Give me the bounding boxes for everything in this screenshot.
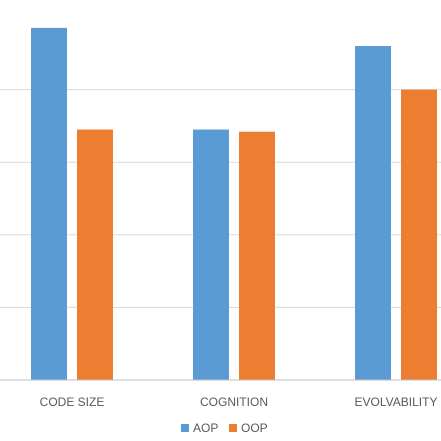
bar-aop-evolvability (355, 46, 391, 380)
x-tick-labels: CODE SIZE COGNITION EVOLVABILITY (40, 395, 438, 409)
legend: AOP OOP (181, 421, 268, 435)
legend-swatch-aop (181, 424, 189, 432)
bar-oop-evolvability (401, 89, 437, 380)
bar-aop-cognition (193, 129, 229, 380)
bar-oop-code-size (77, 129, 113, 380)
x-tick-label: EVOLVABILITY (355, 395, 438, 409)
legend-label-oop: OOP (241, 421, 268, 435)
legend-label-aop: AOP (193, 421, 218, 435)
x-tick-label: COGNITION (200, 395, 268, 409)
bar-aop-code-size (31, 27, 67, 380)
legend-swatch-oop (229, 424, 237, 432)
x-tick-label: CODE SIZE (40, 395, 105, 409)
bars (31, 27, 437, 380)
bar-oop-cognition (239, 131, 275, 380)
